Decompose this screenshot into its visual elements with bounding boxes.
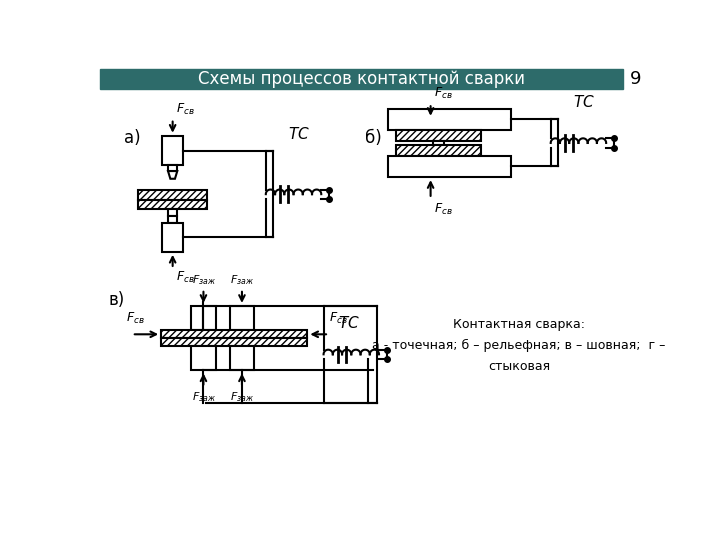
Text: $F_{заж}$: $F_{заж}$ <box>230 273 255 287</box>
Text: $F_{св}$: $F_{св}$ <box>329 310 348 326</box>
Bar <box>168 209 177 217</box>
Bar <box>230 306 254 330</box>
Bar <box>162 222 184 252</box>
Bar <box>230 346 254 370</box>
Bar <box>168 217 177 222</box>
Text: $F_{св}$: $F_{св}$ <box>127 310 145 326</box>
Bar <box>168 165 177 171</box>
Text: а): а) <box>124 129 141 147</box>
Text: $F_{св}$: $F_{св}$ <box>176 102 195 117</box>
Bar <box>388 156 511 177</box>
Bar <box>396 130 481 141</box>
Text: $F_{св}$: $F_{св}$ <box>434 202 453 217</box>
Text: в): в) <box>109 291 125 309</box>
Bar <box>138 200 207 209</box>
Text: $F_{заж}$: $F_{заж}$ <box>192 390 216 404</box>
Bar <box>162 136 184 165</box>
Text: Контактная сварка:
а - точечная; б – рельефная; в – шовная;  г –
стыковая: Контактная сварка: а - точечная; б – рел… <box>372 318 666 374</box>
Bar <box>99 70 623 90</box>
Text: $F_{св}$: $F_{св}$ <box>434 86 453 101</box>
Text: Схемы процессов контактной сварки: Схемы процессов контактной сварки <box>198 70 525 89</box>
Text: 9: 9 <box>630 70 642 89</box>
Bar <box>138 190 207 200</box>
Text: $TC$: $TC$ <box>338 315 360 331</box>
Bar <box>191 346 216 370</box>
Text: $TC$: $TC$ <box>573 94 595 110</box>
Bar <box>388 109 511 130</box>
Bar <box>191 306 216 330</box>
Polygon shape <box>168 171 177 179</box>
Text: $F_{заж}$: $F_{заж}$ <box>230 390 255 404</box>
Text: $TC$: $TC$ <box>288 126 310 142</box>
Text: $F_{св}$: $F_{св}$ <box>176 271 195 286</box>
Text: б): б) <box>365 129 382 147</box>
Bar <box>161 330 307 338</box>
Text: $F_{заж}$: $F_{заж}$ <box>192 273 216 287</box>
Bar <box>433 141 444 145</box>
Bar <box>161 338 307 346</box>
Bar <box>396 145 481 156</box>
